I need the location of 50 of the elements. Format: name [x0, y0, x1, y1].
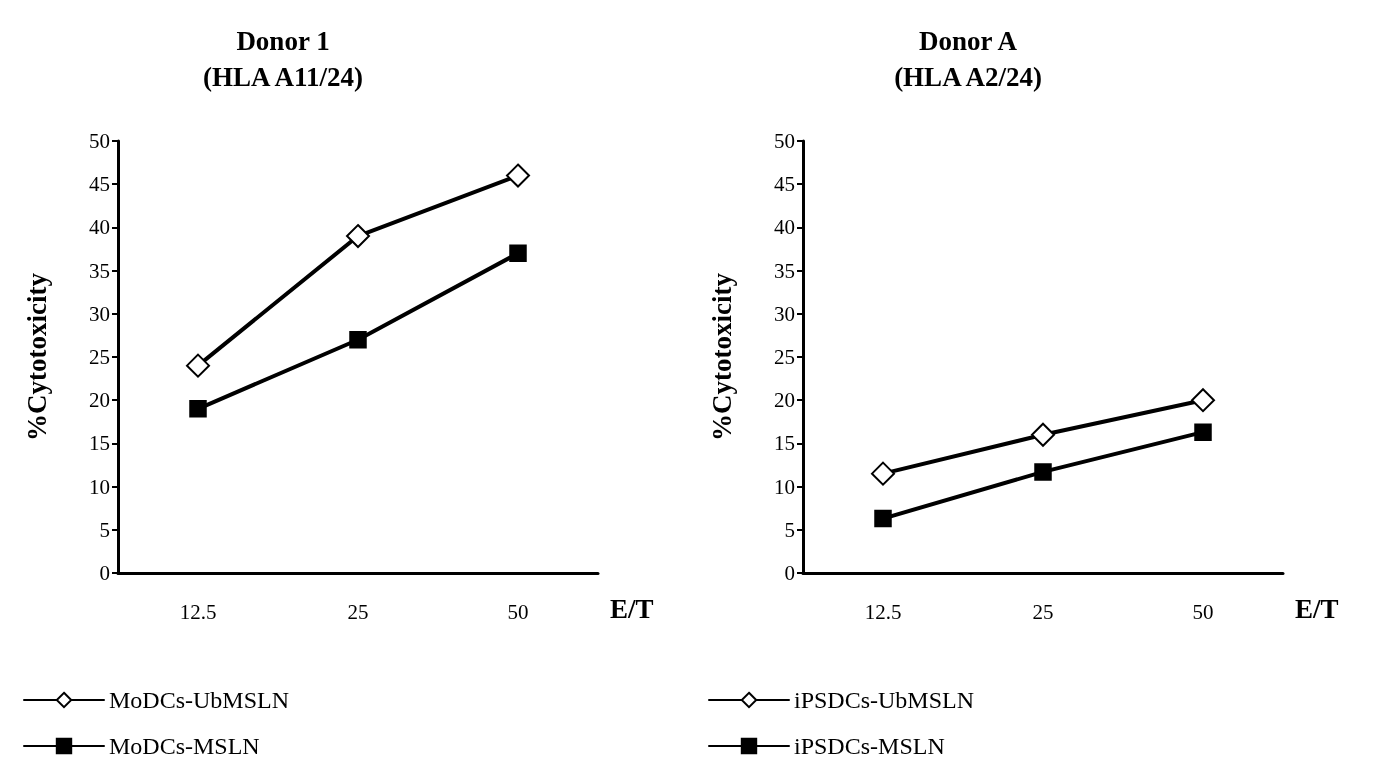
point [1034, 463, 1052, 481]
y-tick-label: 45 [774, 172, 795, 197]
point [506, 163, 530, 188]
point [189, 400, 207, 418]
x-tick-label: 12.5 [864, 599, 902, 624]
x-axis-title: E/T [610, 593, 654, 624]
y-tick-label: 35 [774, 258, 795, 283]
x-tick-label: 12.5 [179, 599, 217, 624]
legend-label: iPSDCs-MSLN [794, 733, 945, 759]
point [1031, 422, 1055, 447]
y-tick-label: 10 [89, 474, 110, 499]
x-axis-title: E/T [1295, 593, 1339, 624]
chart-title: Donor 1 (HLA A11/24) [203, 26, 363, 92]
y-tick-label: 5 [784, 517, 795, 542]
point [346, 224, 370, 249]
y-tick-label: 0 [99, 561, 110, 585]
chart-title: Donor A (HLA A2/24) [894, 26, 1042, 92]
y-tick-label: 45 [89, 172, 110, 197]
x-tick-label: 25 [1032, 599, 1054, 624]
legend-label: iPSDCs-UbMSLN [794, 687, 975, 713]
y-tick-label: 15 [774, 431, 795, 456]
y-tick-label: 40 [89, 215, 110, 240]
y-tick-label: 5 [99, 517, 110, 542]
y-tick-label: 50 [774, 129, 795, 153]
point [1194, 423, 1212, 441]
y-tick-label: 40 [774, 215, 795, 240]
x-tick-label: 50 [1192, 599, 1214, 624]
y-tick-label: 50 [89, 129, 110, 153]
y-tick-label: 15 [89, 431, 110, 456]
y-axis-title: %Cytotoxicity [21, 272, 52, 441]
y-tick-label: 30 [89, 301, 110, 326]
y-tick-label: 20 [89, 388, 110, 413]
point [349, 330, 367, 349]
y-axis-title: %Cytotoxicity [706, 272, 737, 441]
y-tick-label: 10 [774, 474, 795, 499]
y-tick-label: 35 [89, 258, 110, 283]
y-tick-label: 25 [774, 345, 795, 369]
point [1191, 388, 1215, 413]
legend-label: MoDCs-MSLN [109, 733, 260, 759]
x-tick-label: 50 [507, 599, 529, 624]
point [509, 244, 527, 263]
y-tick-label: 20 [774, 388, 795, 413]
point [874, 509, 892, 528]
x-tick-label: 25 [347, 599, 369, 624]
y-tick-label: 30 [774, 301, 795, 326]
y-tick-label: 0 [784, 561, 795, 585]
y-tick-label: 25 [89, 345, 110, 369]
legend-label: MoDCs-UbMSLN [109, 687, 290, 713]
point [186, 353, 210, 378]
point [871, 461, 895, 486]
